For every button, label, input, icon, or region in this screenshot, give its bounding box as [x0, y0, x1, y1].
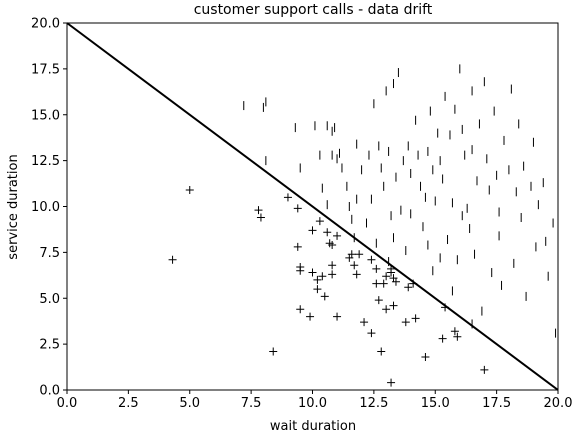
plus-marker [372, 264, 381, 273]
plot-area [66, 22, 559, 391]
plus-marker [269, 347, 278, 356]
plus-marker [313, 285, 322, 294]
plus-marker [328, 261, 337, 270]
plus-marker [293, 242, 302, 251]
plus-marker [328, 241, 337, 250]
plus-marker [296, 266, 305, 275]
plus-marker [382, 305, 391, 314]
x-tick-label: 17.5 [482, 396, 511, 411]
plus-marker [318, 272, 327, 281]
plus-marker [450, 327, 459, 336]
y-tick-label: 5.0 [39, 292, 60, 307]
plus-marker [328, 270, 337, 279]
plus-marker [360, 318, 369, 327]
plus-marker [315, 217, 324, 226]
y-tick-label: 17.5 [31, 62, 60, 77]
plus-marker [382, 272, 391, 281]
plus-marker [185, 185, 194, 194]
y-tick-label: 12.5 [31, 154, 60, 169]
plus-marker [387, 268, 396, 277]
plus-marker [379, 279, 388, 288]
plus-marker [323, 228, 332, 237]
plus-marker [308, 226, 317, 235]
plus-marker [421, 352, 430, 361]
series-vline-markers [243, 64, 559, 338]
plus-marker [374, 296, 383, 305]
chart-title: customer support calls - data drift [194, 2, 433, 18]
plus-marker [283, 193, 292, 202]
plus-marker [480, 365, 489, 374]
plus-marker [313, 275, 322, 284]
plus-marker [350, 261, 359, 270]
plus-marker [347, 250, 356, 259]
x-tick-label: 20.0 [544, 396, 573, 411]
x-tick-label: 12.5 [359, 396, 388, 411]
y-tick-label: 10.0 [31, 200, 60, 215]
plus-marker [355, 250, 364, 259]
decision-boundary-line [66, 22, 559, 391]
plus-marker [306, 312, 315, 321]
y-tick-label: 0.0 [39, 384, 60, 399]
x-tick-label: 5.0 [179, 396, 200, 411]
plus-marker [352, 270, 361, 279]
y-axis: 0.0 2.5 5.0 7.5 10.0 12.5 15.0 17.5 20.0 [31, 17, 67, 399]
plus-marker [401, 318, 410, 327]
plus-marker [367, 255, 376, 264]
plus-marker [308, 268, 317, 277]
plus-marker [168, 255, 177, 264]
plus-marker [256, 213, 265, 222]
series-plus-markers [168, 185, 489, 387]
plus-marker [389, 301, 398, 310]
plus-marker [296, 305, 305, 314]
y-axis-label: service duration [6, 154, 21, 259]
plus-marker [404, 283, 413, 292]
y-tick-label: 20.0 [31, 17, 60, 32]
plus-marker [377, 347, 386, 356]
plus-marker [293, 204, 302, 213]
x-tick-label: 15.0 [421, 396, 450, 411]
x-axis-label: wait duration [270, 419, 356, 434]
plus-marker [372, 279, 381, 288]
plus-marker [387, 378, 396, 387]
plus-marker [367, 329, 376, 338]
plus-marker [333, 231, 342, 240]
x-tick-label: 10.0 [298, 396, 327, 411]
y-tick-label: 15.0 [31, 108, 60, 123]
plus-marker [391, 277, 400, 286]
y-tick-label: 7.5 [39, 246, 60, 261]
plus-marker [438, 334, 447, 343]
plus-marker [320, 292, 329, 301]
x-tick-label: 7.5 [241, 396, 262, 411]
plus-marker [254, 206, 263, 215]
x-tick-label: 0.0 [57, 396, 78, 411]
plus-marker [453, 332, 462, 341]
plus-marker [333, 312, 342, 321]
plus-marker [411, 314, 420, 323]
x-tick-label: 2.5 [118, 396, 139, 411]
x-axis: 0.0 2.5 5.0 7.5 10.0 12.5 15.0 17.5 20.0 [57, 390, 573, 411]
y-tick-label: 2.5 [39, 338, 60, 353]
